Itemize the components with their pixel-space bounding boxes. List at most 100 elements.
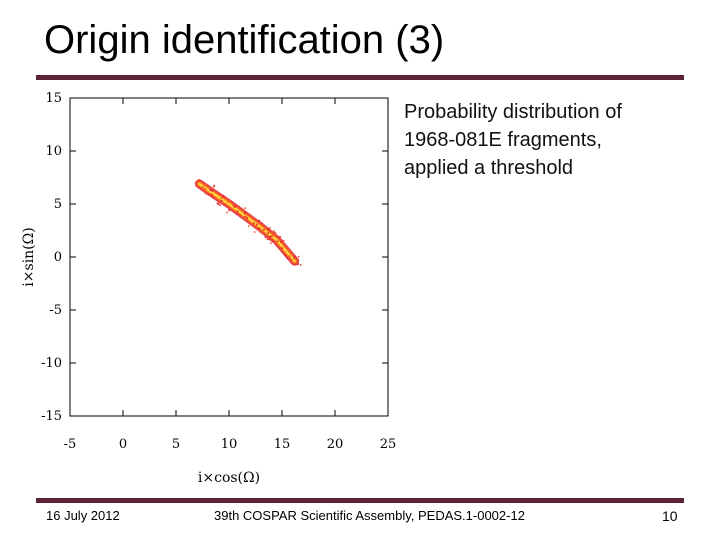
density-speck [247, 225, 250, 228]
density-speck [222, 195, 225, 197]
density-speck [239, 214, 242, 217]
slide-title: Origin identification (3) [44, 18, 445, 62]
density-speck [209, 189, 212, 191]
plot-frame [69, 97, 389, 417]
density-speck [253, 231, 256, 233]
x-tick-label: 25 [380, 437, 397, 452]
y-tick-label: 15 [45, 91, 62, 106]
density-speck [226, 211, 228, 214]
density-speck [293, 257, 295, 260]
density-speck [244, 215, 246, 218]
density-speck [273, 230, 275, 232]
density-speck [256, 223, 258, 226]
density-speck [273, 231, 276, 234]
slide-caption: Probability distribution of 1968-081E fr… [404, 98, 694, 182]
density-speck [281, 247, 283, 249]
density-band [198, 183, 296, 263]
density-speck [274, 232, 277, 234]
x-tick-label: 5 [172, 437, 180, 452]
density-speck [230, 209, 233, 212]
density-speck [196, 180, 198, 183]
density-speck [211, 193, 213, 196]
density-speck [270, 242, 272, 244]
density-speck [236, 213, 239, 215]
density-speck [206, 191, 208, 194]
scatter-density-plot: -5 0 5 10 15 20 25 15 10 5 0 -5 -10 -15 i×cos(Ω) i×s… [21, 91, 397, 486]
density-speck [268, 230, 271, 233]
density-speck [271, 240, 274, 243]
density-speck [234, 205, 237, 208]
density-speck [236, 210, 239, 213]
density-speck [232, 204, 234, 207]
density-speck [255, 227, 257, 230]
density-speck [233, 206, 236, 208]
density-speck [227, 201, 229, 203]
density-speck [288, 255, 291, 257]
caption-line: 1968-081E fragments, [404, 129, 602, 151]
density-speck [276, 240, 279, 243]
density-speck [209, 195, 212, 197]
footer-divider [36, 498, 684, 503]
density-speck [289, 256, 291, 259]
density-speck [218, 201, 220, 204]
density-speck [213, 185, 215, 188]
density-speck [289, 249, 291, 251]
density-speck [243, 210, 245, 213]
caption-line: applied a threshold [404, 157, 574, 179]
density-speck [203, 188, 205, 190]
density-speck [261, 222, 263, 225]
y-tick-labels: 15 10 5 0 -5 -10 -15 [41, 91, 62, 424]
y-tick-label: 0 [54, 250, 62, 265]
density-speck [216, 202, 219, 205]
density-speck [266, 238, 269, 241]
density-speck [267, 228, 270, 231]
density-speck [284, 254, 287, 257]
density-speck [206, 184, 209, 186]
density-speck [246, 218, 249, 221]
density-speck [202, 186, 204, 188]
density-speck [243, 212, 246, 215]
density-speck [228, 209, 230, 212]
density-speck [220, 200, 223, 202]
density-speck [267, 232, 270, 234]
density-speck [297, 263, 299, 266]
density-speck [286, 257, 289, 259]
y-tick-label: -5 [49, 303, 62, 318]
density-speck [204, 192, 207, 195]
title-divider [36, 75, 684, 80]
density-speck [211, 195, 214, 198]
density-speck [283, 244, 286, 247]
density-speck [263, 228, 265, 231]
y-axis-label: i×sin(Ω) [21, 227, 37, 286]
y-tick-label: -10 [41, 356, 62, 371]
x-tick-label: 15 [274, 437, 291, 452]
density-speck [244, 207, 246, 209]
x-axis-label: i×cos(Ω) [198, 470, 260, 486]
density-speck [271, 235, 273, 237]
density-speck [282, 239, 285, 242]
density-speck [198, 179, 200, 181]
density-speck [280, 241, 282, 243]
density-speck [213, 184, 216, 187]
density-speck [246, 216, 248, 219]
caption-line: Probability distribution of [404, 101, 622, 123]
density-speck [269, 235, 272, 238]
y-tick-label: 10 [45, 144, 62, 159]
density-speck [279, 235, 282, 238]
density-speck [258, 231, 261, 233]
density-speck [238, 205, 240, 208]
x-tick-labels: -5 0 5 10 15 20 25 [64, 437, 397, 452]
density-cloud [194, 179, 302, 266]
density-speck [259, 227, 261, 230]
density-speck [264, 236, 267, 238]
density-speck [207, 193, 210, 196]
footer-date: 16 July 2012 [46, 508, 120, 523]
y-tick-label: 5 [54, 197, 62, 212]
density-speck [211, 189, 213, 192]
density-speck [204, 188, 207, 191]
x-tick-label: 10 [221, 437, 238, 452]
footer-conference: 39th COSPAR Scientific Assembly, PEDAS.1… [214, 508, 525, 523]
density-speck [297, 255, 300, 258]
density-speck [262, 224, 265, 227]
density-speck [219, 204, 221, 207]
